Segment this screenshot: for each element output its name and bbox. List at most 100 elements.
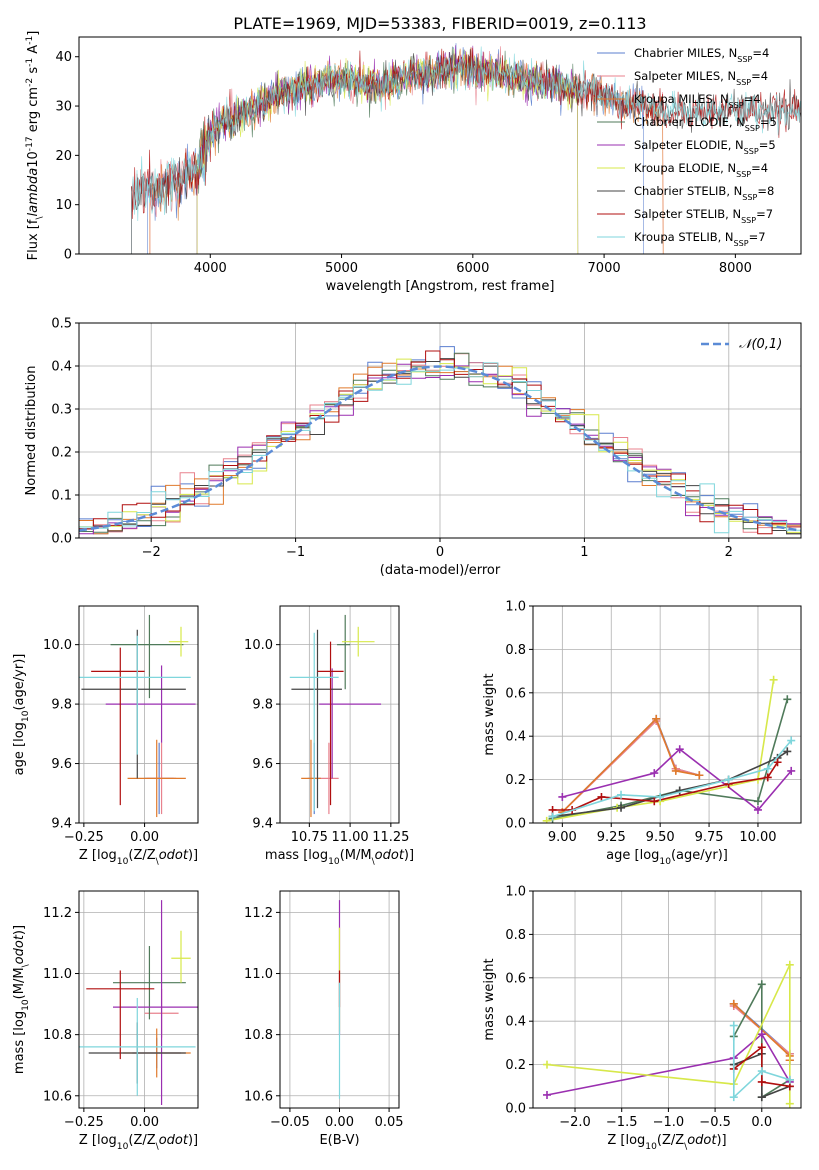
gridlines xyxy=(79,891,198,1108)
histogram-series xyxy=(79,350,801,535)
errorbar-point xyxy=(291,629,342,809)
figure-title: PLATE=1969, MJD=53383, FIBERID=0019, z=0… xyxy=(233,14,646,33)
legend: 𝒩(0,1) xyxy=(701,337,782,352)
tick-label-x: 0.00 xyxy=(325,1115,354,1130)
errorbar-point xyxy=(289,632,339,812)
weight-marker xyxy=(729,1021,738,1030)
axes-border xyxy=(279,605,400,824)
weight_vs_Z-chart: −2.0 −1.5 −1.0 −0.5 0.0 0.0 0.2 0.4 0.6 0.8 1.0 Z [… xyxy=(482,885,802,1152)
weight-marker xyxy=(675,745,684,754)
tick-label-y: 0.1 xyxy=(51,489,72,504)
spectrum-chart: 4000 5000 6000 7000 8000 0 10 20 30 40 wavelength … xyxy=(25,31,802,294)
axes-frame: 10.75 11.00 11.25 9.4 9.6 9.8 10.0 mass [log10(… xyxy=(244,605,414,867)
weight-marker xyxy=(558,792,567,801)
weight-marker xyxy=(763,773,772,782)
y-axis-label: Normed distribution xyxy=(24,366,39,496)
axes-frame: −2 −1 0 1 2 0.0 0.1 0.2 0.3 0.4 0.5 (data-model)/er… xyxy=(24,317,802,578)
tick-label-x: −0.05 xyxy=(270,1115,310,1130)
tick-label-x: 8000 xyxy=(719,261,752,276)
weight-marker xyxy=(656,792,665,801)
axes-frame: 9.00 9.25 9.50 9.75 10.00 0.0 0.2 0.4 0.6 0.8 1.0 a… xyxy=(482,600,802,867)
weight-marker xyxy=(785,1075,794,1084)
axes-frame: −0.25 0.00 10.6 10.8 11.0 11.2 Z [log10(Z/Z\od… xyxy=(12,890,199,1152)
x-axis-label: (data-model)/error xyxy=(380,563,501,578)
residuals-chart: −2 −1 0 1 2 0.0 0.1 0.2 0.3 0.4 0.5 (data-model)/er… xyxy=(24,317,802,578)
weight-series xyxy=(548,736,796,821)
weight-marker xyxy=(617,790,626,799)
weight-line xyxy=(552,761,779,811)
weight-marker xyxy=(542,816,551,823)
tick-label-y: 0.4 xyxy=(505,730,526,745)
histogram-series xyxy=(79,362,801,535)
axes-border xyxy=(532,890,802,1109)
tick-label-x: 1 xyxy=(580,545,588,560)
y-axis-label: Flux [f\lambda10-17 erg cm-2 s-1 A-1] xyxy=(25,31,45,261)
tick-label-y: 0.5 xyxy=(51,317,72,332)
tick-label-y: 0.8 xyxy=(505,643,526,658)
tick-label-x: −0.25 xyxy=(64,830,104,845)
tick-label-y: 0.2 xyxy=(505,1058,526,1073)
errorbar-point xyxy=(171,930,191,983)
tick-label-y: 0.0 xyxy=(505,817,526,832)
weight-line xyxy=(561,717,700,813)
weight-marker xyxy=(729,1093,738,1102)
plot-area xyxy=(131,43,801,254)
weight-series xyxy=(558,714,704,817)
tick-label-x: 10.00 xyxy=(739,830,776,845)
axes-border xyxy=(78,36,802,255)
gridlines xyxy=(280,606,399,824)
weight-marker xyxy=(757,1043,766,1052)
tick-label-y: 40 xyxy=(55,50,72,65)
weight-line xyxy=(561,719,700,813)
weight-marker xyxy=(597,792,606,801)
weight-series xyxy=(558,714,704,817)
axes-border xyxy=(532,605,802,824)
weight-line xyxy=(546,1032,791,1096)
tick-label-x: 11.25 xyxy=(372,830,409,845)
mass_vs_ebv-chart: −0.05 0.00 0.05 10.6 10.8 11.0 11.2 E(B-V) xyxy=(244,890,404,1148)
plot-area xyxy=(79,900,198,1105)
tick-label-y: 0 xyxy=(64,248,72,263)
legend: Chabrier MILES, NSSP=4 Salpeter MILES, NS… xyxy=(597,46,777,248)
tick-label-x: −0.25 xyxy=(64,1115,104,1130)
age_vs_Z-chart: −0.25 0.00 9.4 9.6 9.8 10.0 Z [log10(Z/Z\odot)… xyxy=(12,605,199,867)
errorbar-point xyxy=(319,742,339,815)
weight-marker xyxy=(757,1067,766,1076)
weight-marker xyxy=(763,764,772,773)
weight-marker xyxy=(769,675,778,684)
weight-line xyxy=(733,983,791,1099)
y-axis-label: age [log10(age/yr)] xyxy=(12,654,31,776)
errorbar-point xyxy=(113,900,198,1105)
tick-label-y: 9.6 xyxy=(252,757,273,772)
weight-marker xyxy=(787,736,796,745)
weight-line xyxy=(552,739,792,818)
tick-label-x: 7000 xyxy=(588,261,621,276)
plot-area xyxy=(543,960,794,1108)
x-axis-label: E(B-V) xyxy=(319,1133,359,1148)
weight-marker xyxy=(783,695,792,704)
weight_vs_age-chart: 9.00 9.25 9.50 9.75 10.00 0.0 0.2 0.4 0.6 0.8 1.0 a… xyxy=(482,600,802,867)
tick-label-y: 1.0 xyxy=(505,600,526,615)
tick-label-y: 9.6 xyxy=(51,757,72,772)
tick-label-y: 0.6 xyxy=(505,971,526,986)
tick-label-y: 0.0 xyxy=(505,1102,526,1117)
y-axis-label: mass [log10(M/M\odot)] xyxy=(12,925,31,1074)
weight-series xyxy=(558,745,796,814)
tick-label-x: −1.0 xyxy=(653,1115,685,1130)
errorbar-point xyxy=(113,946,186,1020)
tick-label-y: 10.6 xyxy=(43,1089,72,1104)
age_vs_mass-chart: 10.75 11.00 11.25 9.4 9.6 9.8 10.0 mass [log10(… xyxy=(244,605,414,867)
tick-label-x: −2.0 xyxy=(559,1115,591,1130)
tick-label-y: 9.8 xyxy=(51,698,72,713)
weight-marker xyxy=(785,960,794,969)
errorbar-point xyxy=(317,641,344,806)
weight-marker xyxy=(729,999,738,1008)
tick-label-y: 20 xyxy=(55,149,72,164)
weight-marker xyxy=(757,1077,766,1086)
plot-area xyxy=(289,614,382,818)
axes-frame: −0.25 0.00 9.4 9.6 9.8 10.0 Z [log10(Z/Z\odot)… xyxy=(12,605,199,867)
spectrum-series xyxy=(131,46,801,254)
errorbar-point xyxy=(168,626,189,657)
errorbar-point xyxy=(337,614,351,690)
